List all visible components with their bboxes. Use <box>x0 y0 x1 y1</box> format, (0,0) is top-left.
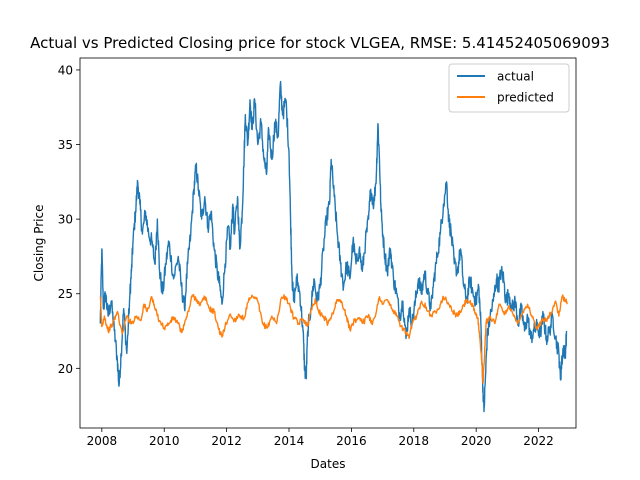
x-tick-label: 2012 <box>211 434 242 448</box>
y-tick-label: 25 <box>58 287 73 301</box>
plot-area <box>79 57 577 429</box>
y-tick-label: 40 <box>58 63 73 77</box>
y-axis-label: Closing Price <box>32 205 46 282</box>
legend-label-predicted: predicted <box>497 91 554 105</box>
x-tick-label: 2016 <box>336 434 367 448</box>
y-axis-ticks: 20 25 30 35 40 <box>58 63 80 376</box>
y-tick-label: 20 <box>58 362 73 376</box>
chart-title: Actual vs Predicted Closing price for st… <box>30 34 610 52</box>
x-tick-label: 2014 <box>274 434 305 448</box>
series-line-predicted <box>99 293 568 384</box>
legend-label-actual: actual <box>497 70 534 84</box>
x-tick-label: 2022 <box>523 434 554 448</box>
y-tick-label: 35 <box>58 138 73 152</box>
x-axis-ticks: 2008 2010 2012 2014 2016 2018 2020 2022 <box>87 428 554 448</box>
x-tick-label: 2010 <box>149 434 180 448</box>
x-tick-label: 2008 <box>87 434 118 448</box>
x-tick-label: 2020 <box>461 434 492 448</box>
series-layer <box>99 80 568 413</box>
x-tick-label: 2018 <box>399 434 430 448</box>
y-tick-label: 30 <box>58 213 73 227</box>
x-axis-label: Dates <box>311 457 346 471</box>
legend: actual predicted <box>448 63 570 113</box>
plot-frame <box>79 57 577 429</box>
